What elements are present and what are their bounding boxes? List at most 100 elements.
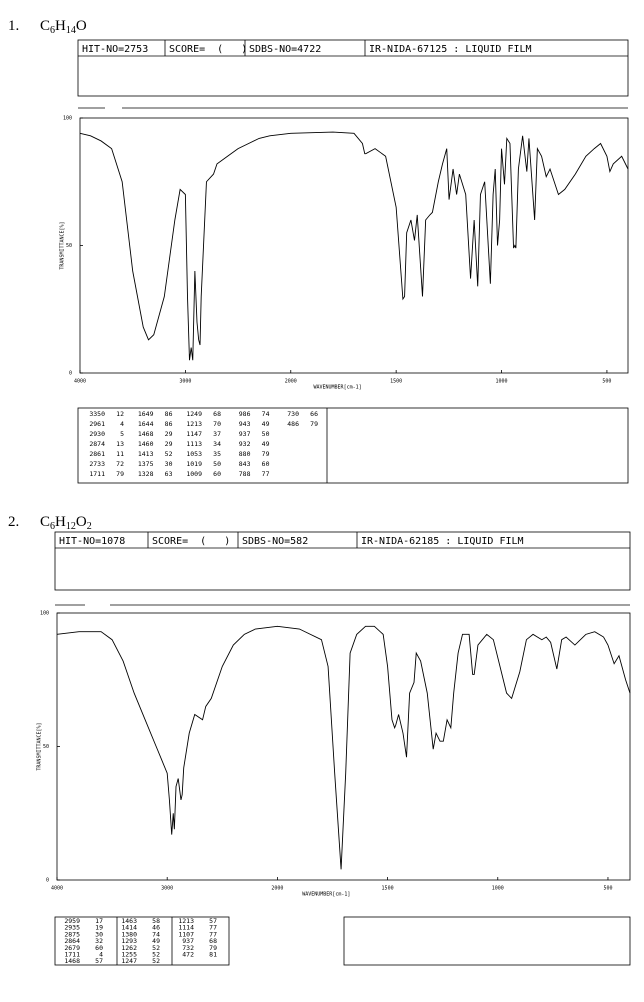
- formula-text: C: [40, 18, 50, 34]
- peak-wavenumber: 2961: [89, 420, 105, 428]
- x-tick-label: 4000: [74, 379, 86, 385]
- peak-transmittance: 29: [165, 430, 173, 438]
- peak-transmittance: 66: [310, 410, 318, 418]
- formula-subscript: 14: [66, 25, 76, 36]
- x-tick-label: 1000: [492, 886, 504, 892]
- peak-wavenumber: 732: [182, 944, 194, 952]
- header-sdbs: SDBS-NO=582: [242, 536, 308, 547]
- peak-wavenumber: 730: [287, 410, 299, 418]
- peak-wavenumber: 1460: [138, 440, 154, 448]
- peak-wavenumber: 843: [239, 460, 251, 468]
- peak-wavenumber: 2935: [64, 924, 80, 932]
- formula-subscript: 12: [66, 521, 76, 532]
- y-axis-label: TRANSMITTANCE[%]: [60, 221, 66, 269]
- formula-subscript: 6: [50, 521, 55, 532]
- peak-wavenumber: 1375: [138, 460, 154, 468]
- formula: C6H14O: [40, 18, 87, 36]
- peak-wavenumber: 486: [287, 420, 299, 428]
- peak-transmittance: 57: [209, 917, 217, 925]
- x-tick-label: 1500: [382, 886, 394, 892]
- formula-subscript: 6: [50, 25, 55, 36]
- peak-wavenumber: 1147: [186, 430, 202, 438]
- peak-transmittance: 34: [213, 440, 221, 448]
- peak-transmittance: 68: [213, 410, 221, 418]
- peak-transmittance: 30: [95, 930, 103, 938]
- peak-transmittance: 46: [152, 924, 160, 932]
- peak-wavenumber: 1113: [186, 440, 202, 448]
- peak-transmittance: 60: [213, 470, 221, 478]
- y-tick-label: 100: [63, 116, 72, 122]
- formula-subscript: 2: [87, 521, 92, 532]
- y-tick-label: 0: [69, 371, 72, 377]
- peak-wavenumber: 1328: [138, 470, 154, 478]
- x-tick-label: 4000: [51, 886, 63, 892]
- peak-wavenumber: 1255: [121, 951, 137, 959]
- x-tick-label: 2000: [271, 886, 283, 892]
- peak-wavenumber: 1468: [138, 430, 154, 438]
- peak-transmittance: 17: [95, 917, 103, 925]
- peak-wavenumber: 1711: [64, 951, 80, 959]
- header-score: SCORE= ( ): [152, 536, 230, 547]
- peak-wavenumber: 932: [239, 440, 251, 448]
- peak-transmittance: 13: [116, 440, 124, 448]
- peak-transmittance: 49: [262, 420, 270, 428]
- peak-transmittance: 50: [213, 460, 221, 468]
- plot-frame: [56, 612, 631, 881]
- peak-transmittance: 79: [262, 450, 270, 458]
- header-box: [77, 39, 629, 97]
- peak-wavenumber: 1019: [186, 460, 202, 468]
- peak-transmittance: 4: [99, 951, 103, 959]
- peak-wavenumber: 1293: [121, 937, 137, 945]
- peak-transmittance: 79: [209, 944, 217, 952]
- y-tick-label: 100: [40, 611, 49, 617]
- peak-table-box: [54, 916, 230, 966]
- x-tick-label: 1500: [390, 379, 402, 385]
- item-number: 2.: [8, 514, 19, 530]
- y-axis-label: TRANSMITTANCE[%]: [37, 722, 43, 770]
- x-tick-label: 3000: [161, 886, 173, 892]
- header-method: IR-NIDA-62185 : LIQUID FILM: [361, 536, 524, 547]
- peak-transmittance: 77: [209, 924, 217, 932]
- peak-wavenumber: 1213: [178, 917, 194, 925]
- peak-transmittance: 86: [165, 420, 173, 428]
- y-tick-label: 0: [46, 878, 49, 884]
- peak-transmittance: 52: [165, 450, 173, 458]
- peak-transmittance: 52: [152, 944, 160, 952]
- peak-wavenumber: 1247: [121, 957, 137, 965]
- peak-transmittance: 49: [152, 937, 160, 945]
- peak-transmittance: 79: [116, 470, 124, 478]
- peak-wavenumber: 1249: [186, 410, 202, 418]
- y-tick-label: 50: [66, 243, 72, 249]
- peak-transmittance: 74: [152, 930, 160, 938]
- peak-transmittance: 74: [262, 410, 270, 418]
- peak-transmittance: 30: [165, 460, 173, 468]
- x-axis-label: WAVENUMBER[cm-1]: [302, 892, 350, 898]
- blank-box: [343, 916, 631, 966]
- peak-wavenumber: 1468: [64, 957, 80, 965]
- peak-transmittance: 52: [152, 957, 160, 965]
- peak-wavenumber: 1107: [178, 930, 194, 938]
- peak-transmittance: 4: [120, 420, 124, 428]
- peak-wavenumber: 1649: [138, 410, 154, 418]
- peak-transmittance: 58: [152, 917, 160, 925]
- peak-wavenumber: 1053: [186, 450, 202, 458]
- spectrum-line: [79, 131, 629, 361]
- formula-text: O: [76, 18, 87, 34]
- peak-transmittance: 68: [209, 937, 217, 945]
- x-tick-label: 500: [602, 379, 611, 385]
- header-hit: HIT-NO=1078: [59, 536, 125, 547]
- item-number: 1.: [8, 18, 19, 34]
- formula: C6H12O2: [40, 514, 92, 532]
- peak-transmittance: 60: [262, 460, 270, 468]
- peak-transmittance: 19: [95, 924, 103, 932]
- peak-transmittance: 32: [95, 937, 103, 945]
- header-score: SCORE= ( ): [169, 44, 247, 55]
- peak-transmittance: 63: [165, 470, 173, 478]
- x-axis-label: WAVENUMBER[cm-1]: [313, 385, 361, 391]
- peak-transmittance: 50: [262, 430, 270, 438]
- peak-wavenumber: 937: [182, 937, 194, 945]
- x-tick-label: 3000: [179, 379, 191, 385]
- peak-transmittance: 86: [165, 410, 173, 418]
- y-tick-label: 50: [43, 744, 49, 750]
- plot-frame: [79, 117, 629, 374]
